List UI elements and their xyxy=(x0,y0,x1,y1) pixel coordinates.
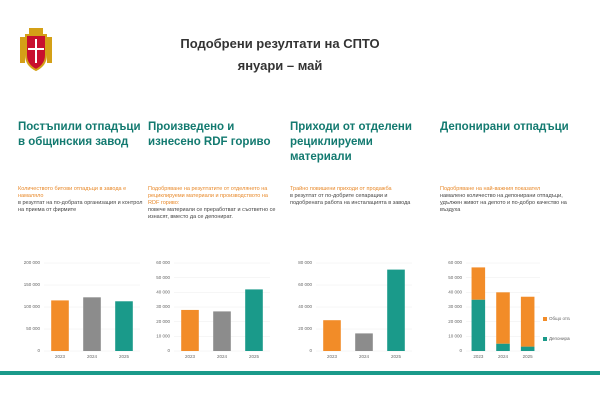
bar xyxy=(181,309,199,351)
panel: Произведено и изнесено RDF гориво Подобря… xyxy=(148,120,278,365)
y-tick-label: 40 000 xyxy=(298,304,312,309)
y-tick-label: 50 000 xyxy=(156,275,170,280)
y-tick-label: 30 000 xyxy=(448,304,462,309)
bar xyxy=(213,311,231,351)
note: намалено количество на депонирани отпадъ… xyxy=(440,193,567,213)
logo xyxy=(20,28,52,72)
x-tick-label: 2024 xyxy=(217,354,228,359)
y-tick-label: 50 000 xyxy=(26,326,40,331)
chart: 0 20 000 40 000 60 000 80 000 2023 2024 2025 xyxy=(298,260,412,359)
bar xyxy=(323,320,341,351)
y-tick-label: 60 000 xyxy=(448,260,462,265)
x-tick-label: 2025 xyxy=(119,354,130,359)
x-tick-label: 2023 xyxy=(473,354,484,359)
y-tick-label: 20 000 xyxy=(298,326,312,331)
bar-segment xyxy=(520,346,535,351)
y-tick-label: 0 xyxy=(309,348,312,353)
chart: 0 50 000 100 000 150 000 200 000 2023 2024 2025 xyxy=(24,260,140,359)
bar-segment xyxy=(496,292,510,344)
y-tick-label: 200 000 xyxy=(24,260,41,265)
x-tick-label: 2023 xyxy=(55,354,66,359)
title: Подобрени резултати на СПТО xyxy=(180,36,380,51)
panel-title: Произведено и изнесено RDF гориво xyxy=(148,121,271,148)
y-tick-label: 60 000 xyxy=(156,260,170,265)
legend-swatch xyxy=(543,317,547,321)
x-tick-label: 2025 xyxy=(523,354,534,359)
x-tick-label: 2023 xyxy=(327,354,338,359)
chart: 0 10 000 20 000 30 000 40 000 50 000 60 000 202… xyxy=(448,260,570,359)
y-tick-label: 80 000 xyxy=(298,260,312,265)
panel: Приходи от отделени рециклируеми материа… xyxy=(290,120,420,365)
bar xyxy=(387,269,405,351)
note-highlight: Подобряване на най-важния показател xyxy=(440,186,541,192)
bar xyxy=(51,300,69,351)
y-tick-label: 150 000 xyxy=(24,282,41,287)
note-highlight: Количеството битови отпадъци в завода е … xyxy=(18,186,127,199)
bar-segment xyxy=(471,267,486,300)
note: повече материали се преработват и съотве… xyxy=(148,207,276,220)
note-highlight: Трайно повишени приходи от продажба xyxy=(290,186,392,192)
y-tick-label: 20 000 xyxy=(156,319,170,324)
y-tick-label: 10 000 xyxy=(448,334,462,339)
panel: Постъпили отпадъци в общинския завод Коли… xyxy=(18,120,148,365)
y-tick-label: 40 000 xyxy=(156,290,170,295)
panel: Депонирани отпадъци Подобряване на най-ва… xyxy=(440,120,570,365)
legend-swatch xyxy=(543,337,547,341)
legend-label: Депонирани отпадъци xyxy=(549,336,570,341)
y-tick-label: 60 000 xyxy=(298,282,312,287)
y-tick-label: 100 000 xyxy=(24,304,41,309)
x-tick-label: 2023 xyxy=(185,354,196,359)
bar xyxy=(245,289,263,351)
x-tick-label: 2025 xyxy=(391,354,402,359)
bar xyxy=(355,333,373,351)
note: в резултат от по-добрите сепарации и под… xyxy=(290,193,411,206)
x-tick-label: 2024 xyxy=(87,354,98,359)
panel-title: Приходи от отделени рециклируеми материа… xyxy=(290,121,412,163)
bar-segment xyxy=(471,299,486,351)
subtitle: януари – май xyxy=(237,58,323,73)
note: в резултат на по-добрата организация и к… xyxy=(18,200,143,213)
y-tick-label: 20 000 xyxy=(448,319,462,324)
y-tick-label: 0 xyxy=(459,348,462,353)
bar-segment xyxy=(520,296,535,347)
panel-title: Депонирани отпадъци xyxy=(440,121,569,133)
panel-title: Постъпили отпадъци в общинския завод xyxy=(18,121,141,148)
legend-label: Общо отпадъци xyxy=(549,316,570,321)
y-tick-label: 40 000 xyxy=(448,290,462,295)
x-tick-label: 2024 xyxy=(498,354,509,359)
y-tick-label: 0 xyxy=(167,348,170,353)
y-tick-label: 50 000 xyxy=(448,275,462,280)
bar-segment xyxy=(496,343,510,351)
x-tick-label: 2024 xyxy=(359,354,370,359)
bar xyxy=(83,297,101,351)
bar xyxy=(115,301,133,351)
y-tick-label: 0 xyxy=(37,348,40,353)
chart: 0 10 000 20 000 30 000 40 000 50 000 60 000 202… xyxy=(156,260,270,359)
note-highlight: Подобряване на резултатите от отделянето… xyxy=(148,186,268,206)
y-tick-label: 30 000 xyxy=(156,304,170,309)
x-tick-label: 2025 xyxy=(249,354,260,359)
y-tick-label: 10 000 xyxy=(156,334,170,339)
bottom-bar xyxy=(0,371,600,375)
